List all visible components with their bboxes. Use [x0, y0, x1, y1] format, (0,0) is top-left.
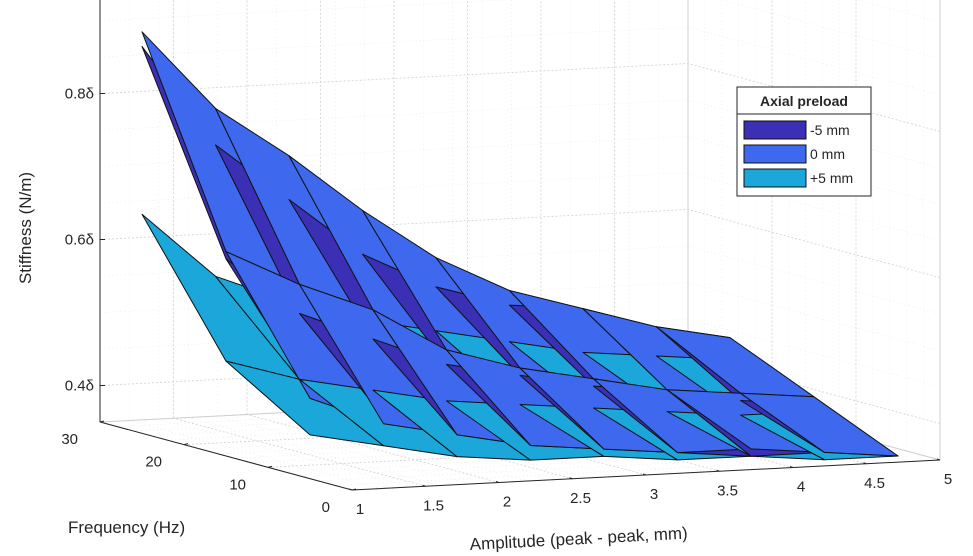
x-tick-label: 2.5: [570, 490, 591, 507]
surfaces: [141, 31, 899, 461]
x-tick-mark: [569, 477, 573, 480]
legend-entries: -5 mm 0 mm +5 mm: [743, 120, 853, 188]
legend-entry-label: +5 mm: [810, 170, 853, 186]
y-tick-label: 10: [229, 476, 246, 493]
floor-x-gridline: [173, 417, 426, 487]
legend: Axial preload -5 mm 0 mm +5 mm: [736, 86, 872, 197]
y-tick-mark: [267, 465, 273, 468]
legend-entry-label: -5 mm: [810, 122, 850, 138]
z-tick-label: 0.8δ: [65, 86, 94, 103]
side-wall-z-gridline: [687, 63, 941, 132]
x-tick-mark: [422, 484, 426, 487]
y-tick-mark: [351, 488, 357, 491]
z-tick-label: 0.6δ: [65, 232, 94, 249]
legend-title: Axial preload: [760, 93, 848, 109]
legend-entry-label: 0 mm: [810, 146, 845, 162]
x-tick-mark: [642, 473, 647, 476]
x-tick-label: 5: [944, 471, 952, 488]
surface-face-0mm: [740, 392, 899, 457]
x-tick-label: 3.5: [717, 482, 738, 499]
x-axis-title: Amplitude (peak - peak, mm): [469, 524, 688, 554]
floor-x-gridline: [246, 414, 500, 483]
x-tick-label: 4.5: [864, 475, 885, 492]
y-tick-label: 30: [61, 431, 78, 448]
x-tick-mark: [716, 469, 720, 472]
x-tick-label: 3: [650, 486, 658, 503]
x-tick-mark: [495, 481, 500, 483]
z-tick-label: 0.4δ: [65, 378, 94, 395]
x-tick-label: 1: [356, 501, 364, 518]
x-tick-mark: [936, 458, 941, 461]
y-tick-mark: [183, 443, 189, 446]
legend-swatch: [743, 144, 807, 164]
y-tick-label: 0: [322, 499, 330, 516]
legend-swatch: [743, 120, 807, 140]
x-tick-mark: [789, 466, 794, 468]
x-tick-mark: [348, 488, 353, 491]
x-tick-mark: [863, 462, 867, 465]
y-axis-title: Frequency (Hz): [68, 518, 185, 537]
x-tick-label: 1.5: [423, 497, 444, 514]
x-tick-label: 2: [503, 494, 511, 511]
y-tick-mark: [99, 420, 105, 423]
side-wall-z-gridline: [687, 209, 941, 278]
z-axis-title: Stiffness (N/m): [16, 172, 35, 284]
x-tick-label: 4: [797, 479, 805, 496]
legend-swatch: [743, 168, 807, 188]
y-axis-line: [99, 421, 353, 491]
y-tick-label: 20: [145, 454, 162, 471]
